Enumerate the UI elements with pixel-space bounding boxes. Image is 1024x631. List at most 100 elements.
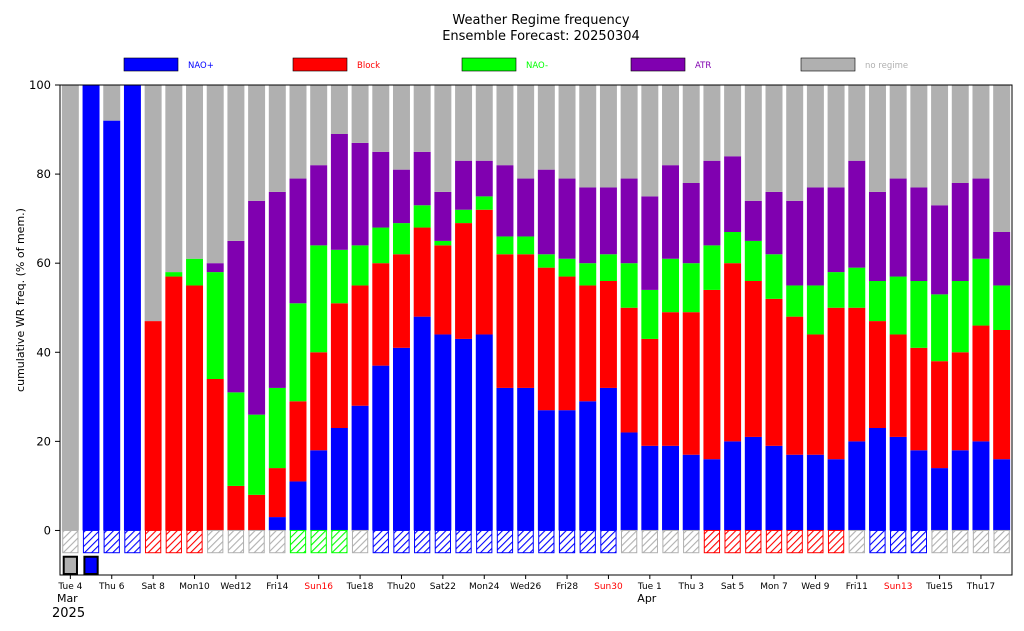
bar-nao--39 bbox=[868, 281, 886, 322]
bar-block-45 bbox=[993, 330, 1011, 460]
bar-nao--10 bbox=[268, 517, 286, 531]
bar-nao--38 bbox=[848, 267, 866, 308]
bar-block-21 bbox=[496, 254, 514, 388]
bar-nao--44 bbox=[972, 441, 990, 531]
bar-atr-27 bbox=[620, 178, 638, 264]
dominant-regime-box-31 bbox=[703, 529, 721, 554]
bar-block-23 bbox=[537, 267, 555, 411]
x-tick-label: Sat 5 bbox=[721, 582, 744, 592]
y-tick-label: 0 bbox=[44, 523, 51, 537]
bar-nao--1 bbox=[82, 85, 100, 531]
dominant-regime-box-0 bbox=[62, 529, 79, 554]
dominant-regime-box-17 bbox=[414, 529, 431, 554]
bar-nao--23 bbox=[537, 410, 555, 531]
x-tick-label: Wed 9 bbox=[801, 582, 829, 592]
bar-no-regime-18 bbox=[434, 85, 452, 192]
bar-nao--37 bbox=[827, 459, 845, 531]
y-axis: 0 20 40 60 80 100 bbox=[29, 78, 60, 537]
analysis-regime-box-1 bbox=[83, 555, 99, 575]
bar-nao--32 bbox=[724, 441, 742, 531]
bar-block-41 bbox=[910, 347, 928, 451]
bar-no-regime-20 bbox=[475, 85, 493, 161]
x-tick-label: Sun30 bbox=[594, 582, 623, 592]
year-label: 2025 bbox=[52, 606, 85, 621]
bar-no-regime-32 bbox=[724, 85, 742, 157]
bar-no-regime-44 bbox=[972, 85, 990, 179]
bar-no-regime-22 bbox=[517, 85, 535, 179]
bar-nao--36 bbox=[806, 285, 824, 335]
dominant-regime-box-39 bbox=[869, 529, 886, 554]
bar-no-regime-8 bbox=[227, 85, 245, 241]
bar-atr-29 bbox=[662, 165, 680, 259]
bar-atr-31 bbox=[703, 160, 721, 246]
bar-no-regime-7 bbox=[206, 85, 224, 264]
bar-nao--31 bbox=[703, 459, 721, 531]
bar-atr-41 bbox=[910, 187, 928, 281]
bar-block-9 bbox=[248, 494, 266, 531]
bar-nao--41 bbox=[910, 281, 928, 348]
plot-area bbox=[59, 84, 1013, 576]
bar-block-40 bbox=[889, 334, 907, 437]
bar-no-regime-12 bbox=[310, 85, 328, 166]
bar-nao--17 bbox=[413, 316, 431, 531]
dominant-regime-box-29 bbox=[662, 529, 679, 554]
month-label: Mar bbox=[57, 592, 78, 605]
bar-nao--22 bbox=[517, 236, 535, 255]
bar-block-4 bbox=[144, 321, 162, 531]
bar-atr-16 bbox=[392, 169, 410, 224]
bar-atr-40 bbox=[889, 178, 907, 277]
dominant-regime-box-21 bbox=[496, 529, 514, 554]
bar-block-20 bbox=[475, 209, 493, 335]
bar-atr-15 bbox=[372, 151, 390, 228]
bar-nao--14 bbox=[351, 405, 369, 531]
dominant-regime-box-41 bbox=[910, 529, 927, 554]
bar-atr-36 bbox=[806, 187, 824, 286]
bar-no-regime-33 bbox=[744, 85, 762, 201]
bar-no-regime-11 bbox=[289, 85, 307, 179]
bar-nao--25 bbox=[579, 263, 597, 286]
bar-no-regime-25 bbox=[579, 85, 597, 188]
bar-atr-9 bbox=[248, 200, 266, 415]
bar-nao--2 bbox=[103, 120, 121, 531]
bar-atr-10 bbox=[268, 191, 286, 388]
dominant-regime-box-6 bbox=[186, 529, 203, 554]
bar-no-regime-43 bbox=[951, 85, 969, 183]
bar-block-24 bbox=[558, 276, 576, 411]
bar-nao--11 bbox=[289, 303, 307, 402]
dominant-regime-box-16 bbox=[393, 529, 410, 554]
dominant-regime-box-45 bbox=[993, 529, 1010, 554]
bar-nao--33 bbox=[744, 240, 762, 281]
bar-nao--23 bbox=[537, 254, 555, 268]
dominant-regime-box-15 bbox=[372, 529, 389, 554]
bar-no-regime-6 bbox=[186, 85, 204, 259]
bar-no-regime-37 bbox=[827, 85, 845, 188]
bar-nao--25 bbox=[579, 401, 597, 531]
dominant-regime-box-20 bbox=[476, 529, 493, 554]
bar-atr-32 bbox=[724, 156, 742, 232]
bar-nao--35 bbox=[786, 454, 804, 531]
dominant-regime-box-24 bbox=[558, 529, 576, 554]
bar-atr-14 bbox=[351, 142, 369, 246]
bar-atr-44 bbox=[972, 178, 990, 259]
dominant-regime-box-11 bbox=[289, 529, 307, 554]
bar-nao--20 bbox=[475, 196, 493, 210]
bar-atr-22 bbox=[517, 178, 535, 237]
bar-block-27 bbox=[620, 307, 638, 433]
bar-nao--26 bbox=[599, 254, 617, 281]
bar-no-regime-31 bbox=[703, 85, 721, 161]
bar-nao--29 bbox=[662, 258, 680, 313]
bar-block-15 bbox=[372, 263, 390, 366]
x-tick-label: Sun13 bbox=[884, 582, 913, 592]
bar-nao--10 bbox=[268, 387, 286, 469]
bar-atr-38 bbox=[848, 160, 866, 268]
bar-nao--42 bbox=[931, 294, 949, 362]
dominant-regime-box-36 bbox=[807, 529, 824, 554]
bar-block-7 bbox=[206, 379, 224, 531]
bar-nao--15 bbox=[372, 227, 390, 264]
bar-block-13 bbox=[330, 303, 348, 428]
legend-label-nao-: NAO+ bbox=[188, 61, 214, 71]
bar-nao--18 bbox=[434, 240, 452, 246]
x-tick-label: Tue15 bbox=[925, 582, 953, 592]
bar-block-30 bbox=[682, 312, 700, 455]
bar-no-regime-0 bbox=[61, 85, 79, 531]
